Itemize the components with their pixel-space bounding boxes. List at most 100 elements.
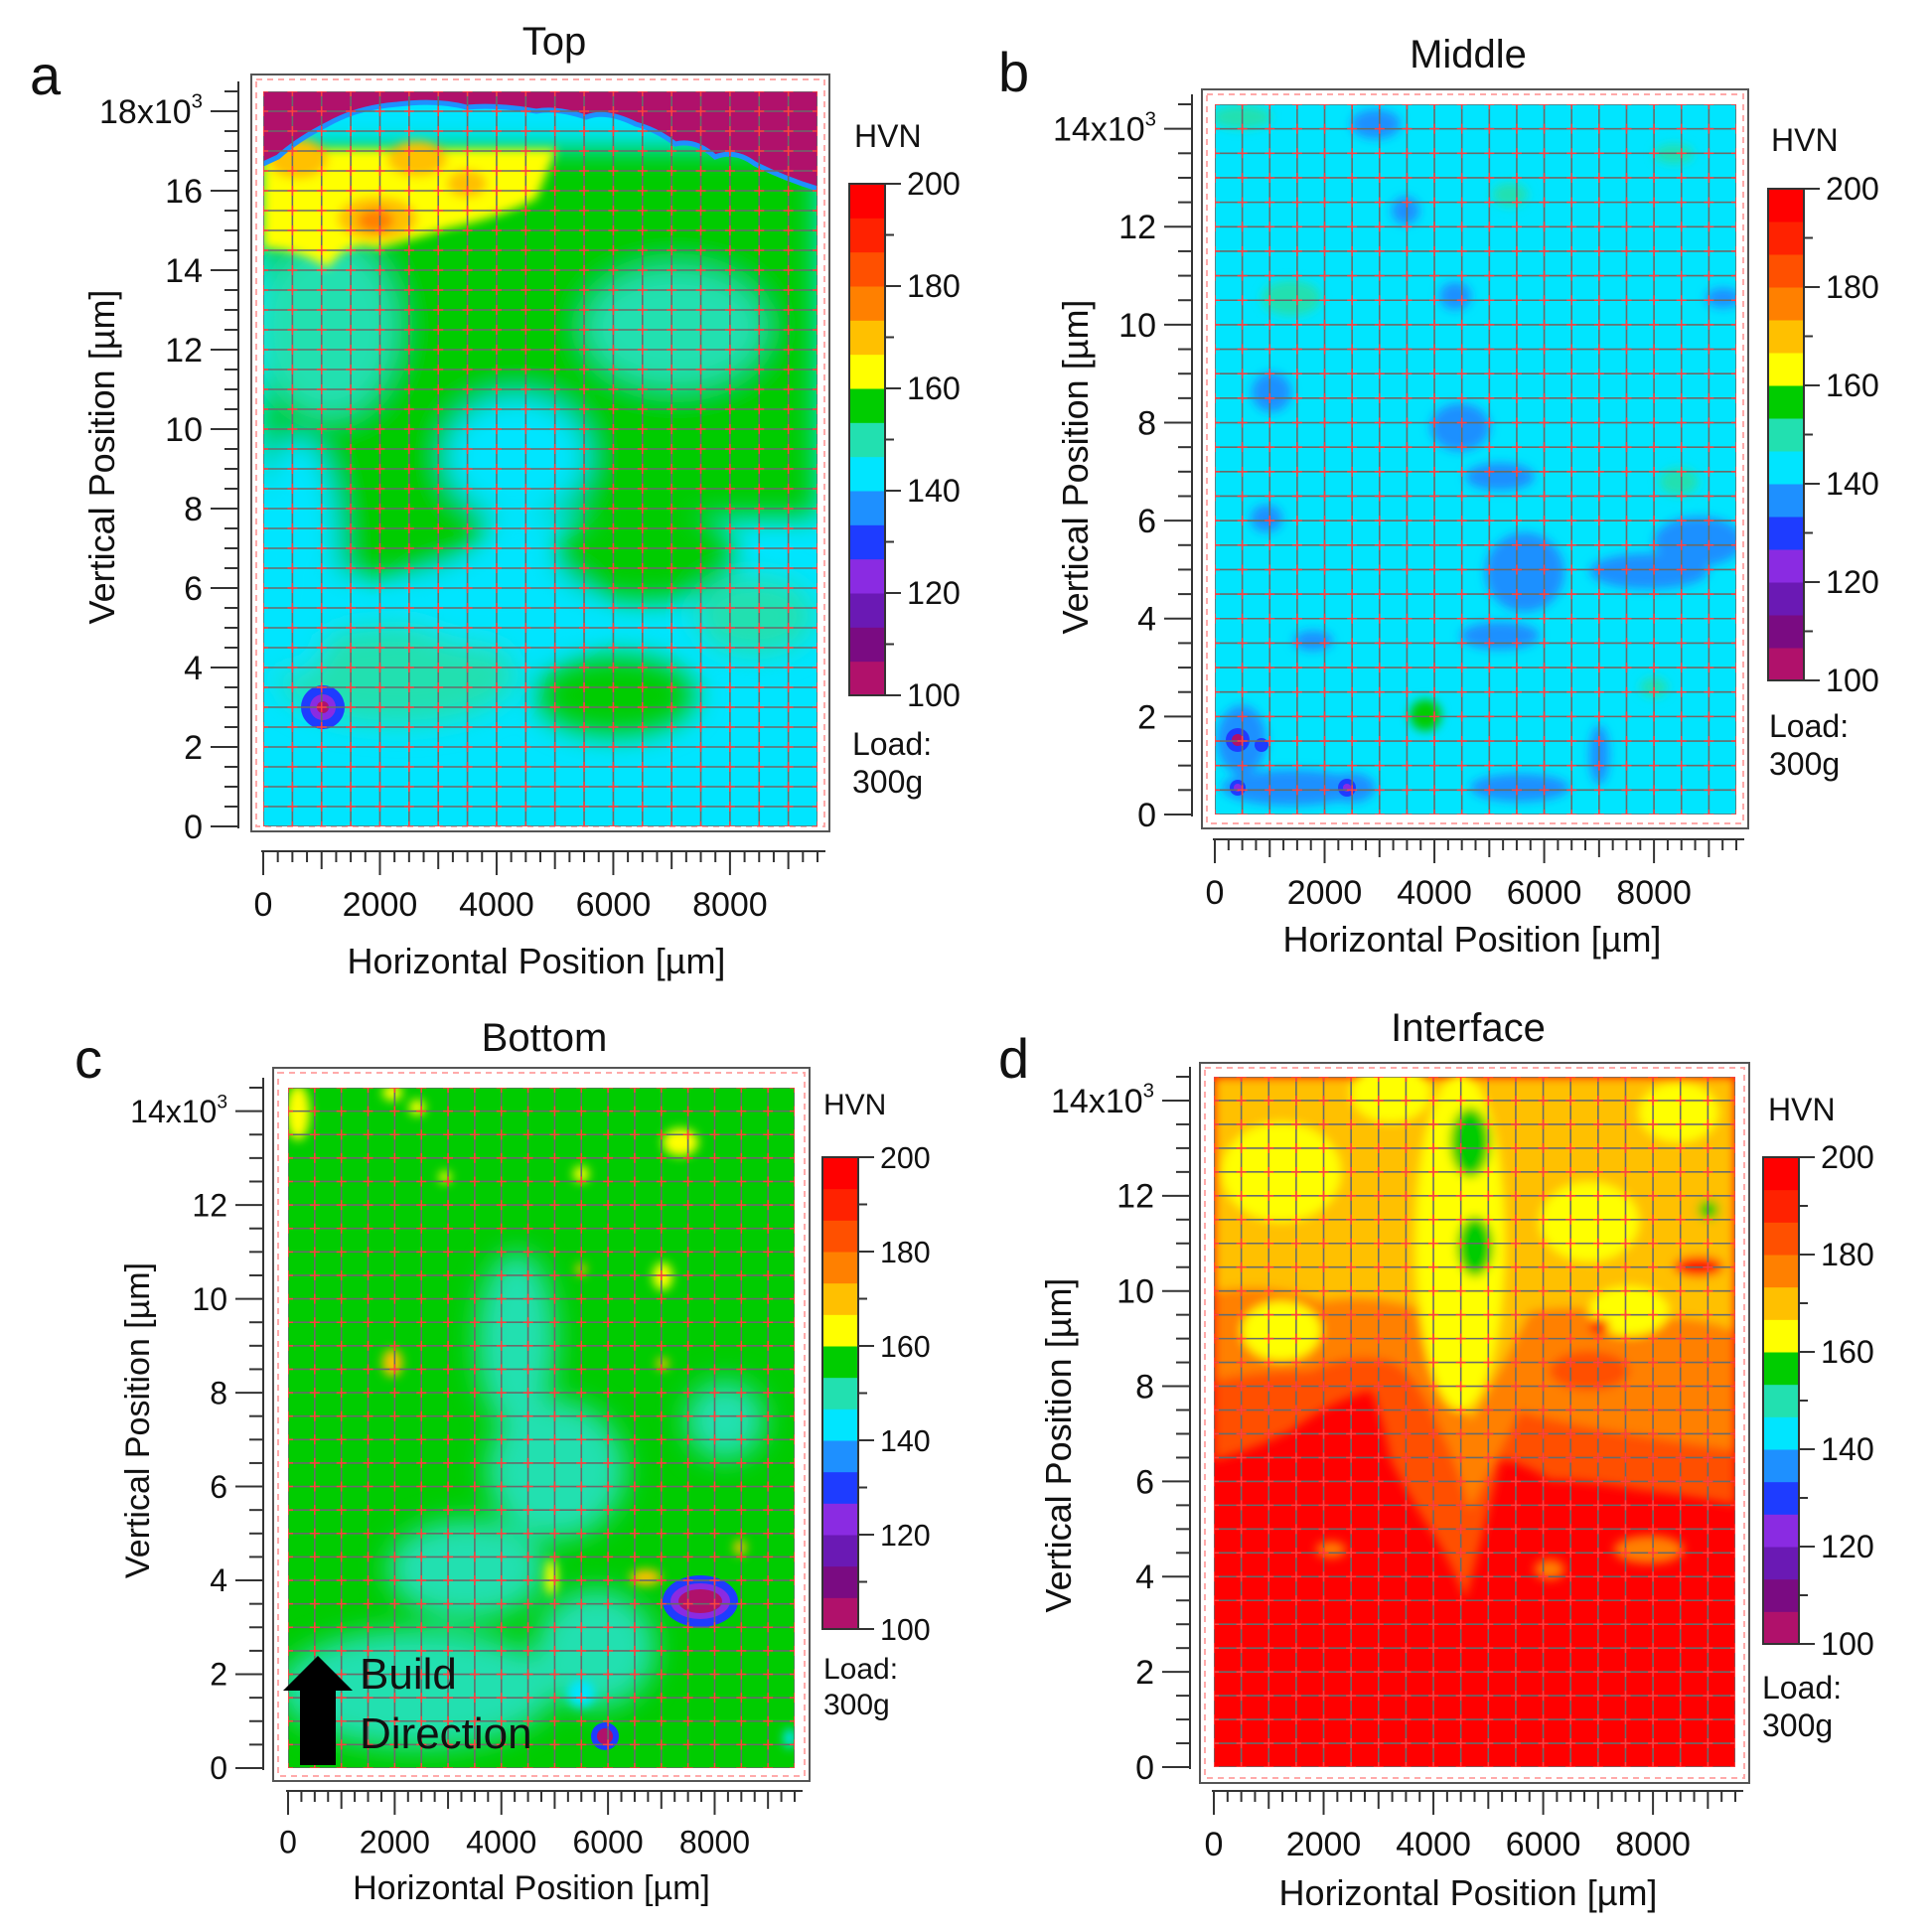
measurement-point [1703, 1476, 1713, 1487]
measurement-point [1215, 491, 1220, 502]
measurement-point [1676, 222, 1687, 232]
y-tick-label: 4 [184, 650, 203, 687]
measurement-point [1214, 1238, 1219, 1249]
measurement-point [763, 1528, 774, 1539]
measurement-point [520, 464, 531, 474]
measurement-point [637, 265, 648, 275]
measurement-point [1264, 245, 1275, 256]
x-tick-label: 8000 [1615, 1826, 1691, 1863]
measurement-point [1592, 1667, 1603, 1678]
measurement-point [346, 722, 357, 732]
measurement-point [1318, 1405, 1329, 1415]
measurement-point [1263, 1309, 1274, 1320]
measurement-point [374, 285, 385, 295]
measurement-point [1621, 392, 1632, 403]
measurement-point [783, 186, 794, 196]
measurement-point [462, 623, 473, 633]
measurement-point [1592, 1738, 1603, 1749]
measurement-point [1538, 1261, 1549, 1272]
measurement-point [783, 404, 794, 414]
measurement-point [416, 1575, 427, 1586]
colorbar-band [822, 1409, 858, 1441]
measurement-point [1456, 295, 1467, 306]
measurement-point [1648, 1077, 1659, 1082]
measurement-point [579, 484, 590, 494]
measurement-point [1290, 1619, 1301, 1630]
measurement-point [316, 802, 327, 812]
measurement-point [1215, 736, 1220, 747]
measurement-point [1648, 1500, 1659, 1511]
panel-a-cbar-label: HVN [854, 118, 922, 154]
measurement-point [695, 543, 706, 553]
measurement-point [287, 106, 298, 116]
measurement-point [263, 245, 268, 255]
measurement-point [656, 1645, 667, 1656]
measurement-point [790, 1669, 795, 1680]
measurement-point [1402, 564, 1412, 575]
measurement-point [287, 523, 298, 533]
measurement-point [1215, 589, 1220, 600]
colorbar-band [1763, 1514, 1799, 1548]
measurement-point [316, 603, 327, 613]
measurement-point [403, 186, 414, 196]
measurement-point [309, 1622, 320, 1633]
measurement-point [1621, 589, 1632, 600]
measurement-point [1374, 392, 1385, 403]
measurement-point [346, 663, 357, 672]
measurement-point [1648, 1214, 1659, 1225]
measurement-point [1346, 1762, 1357, 1767]
measurement-point [629, 1129, 640, 1140]
measurement-point [287, 464, 298, 474]
measurement-point [1237, 222, 1248, 232]
measurement-point [1565, 1452, 1576, 1463]
measurement-point [629, 1152, 640, 1163]
measurement-point [1291, 785, 1302, 796]
measurement-point [682, 1552, 693, 1562]
measurement-point [496, 1388, 507, 1399]
measurement-point [763, 1693, 774, 1704]
measurement-point [1319, 319, 1330, 330]
measurement-point [1290, 1214, 1301, 1225]
panel-a-letter: a [30, 44, 62, 106]
measurement-point [346, 126, 357, 136]
measurement-point [346, 782, 357, 792]
measurement-point [346, 742, 357, 752]
colorbar-band [822, 1471, 858, 1504]
measurement-point [1484, 564, 1495, 575]
measurement-point [1374, 417, 1385, 428]
measurement-point [667, 623, 677, 633]
measurement-point [736, 1739, 747, 1750]
measurement-point [1566, 172, 1577, 183]
measurement-point [549, 1247, 560, 1258]
measurement-point [316, 444, 327, 454]
panel-d: d Interface [998, 1006, 1874, 1913]
colorbar-band [1768, 254, 1804, 288]
measurement-point [433, 285, 444, 295]
colorbar-tick-label: 160 [1821, 1334, 1874, 1370]
measurement-point [1731, 466, 1736, 477]
measurement-point [374, 682, 385, 692]
measurement-point [491, 106, 502, 116]
measurement-point [813, 682, 817, 692]
measurement-point [263, 285, 268, 295]
measurement-point [1263, 1142, 1274, 1153]
measurement-point [1429, 785, 1440, 796]
measurement-point [1649, 589, 1660, 600]
measurement-point [288, 1317, 293, 1328]
measurement-point [520, 225, 531, 235]
measurement-point [1703, 1166, 1713, 1177]
measurement-point [549, 484, 560, 494]
measurement-point [667, 821, 677, 826]
measurement-point [608, 345, 619, 355]
measurement-point [1484, 491, 1495, 502]
measurement-point [522, 1457, 533, 1468]
measurement-point [709, 1669, 720, 1680]
measurement-point [443, 1410, 454, 1421]
measurement-point [608, 782, 619, 792]
measurement-point [682, 1598, 693, 1609]
measurement-point [263, 742, 268, 752]
measurement-point [656, 1106, 667, 1116]
measurement-point [496, 1434, 507, 1445]
